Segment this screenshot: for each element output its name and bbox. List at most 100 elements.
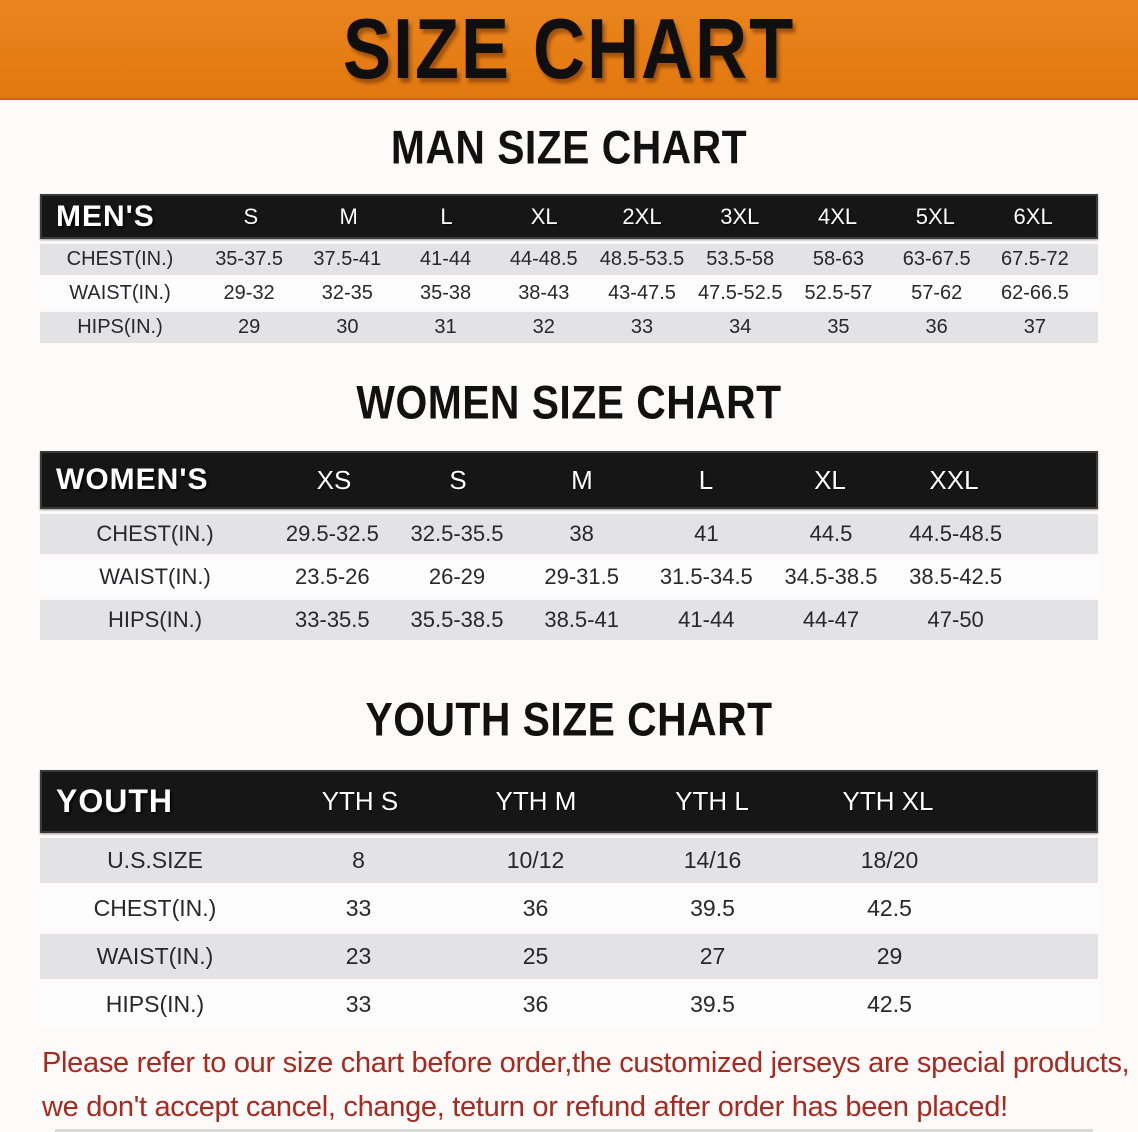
size-value-cell: 23 [345, 943, 372, 969]
size-value-cell: 25 [522, 943, 549, 969]
disclaimer-note: Please refer to our size chart before or… [0, 1041, 1138, 1129]
table-row: WAIST(IN.) 23 25 27 29 [40, 934, 1098, 979]
size-value-cell: 33-35.5 [295, 607, 370, 632]
size-value-cell: 33 [345, 991, 372, 1017]
size-column-header: 4XL [817, 203, 858, 229]
row-label: CHEST(IN.) [66, 248, 174, 270]
size-value-cell: 29 [237, 316, 261, 338]
table-header-row: WOMEN'S XS S M L XL XXL [40, 451, 1098, 509]
women-size-section: WOMEN SIZE CHART WOMEN'S XS S M L XL XXL CHEST(… [0, 376, 1138, 640]
size-value-cell: 38-43 [518, 282, 570, 304]
size-value-cell: 53.5-58 [706, 248, 775, 270]
row-label: HIPS(IN.) [107, 607, 203, 632]
size-value-cell: 38.5-41 [544, 607, 619, 632]
size-value-cell: 52.5-57 [804, 282, 873, 304]
size-value-cell: 29-31.5 [544, 564, 619, 589]
size-value-cell: 34 [729, 316, 752, 338]
men-section-heading: MAN SIZE CHART [390, 121, 748, 175]
youth-section-heading: YOUTH SIZE CHART [365, 693, 773, 747]
table-row: HIPS(IN.) 29 30 31 32 33 34 35 36 37 [40, 312, 1098, 343]
size-value-cell: 39.5 [690, 895, 735, 921]
size-column-header: L [440, 203, 453, 229]
table-row: WAIST(IN.) 23.5-26 26-29 29-31.5 31.5-34.5 34… [40, 557, 1098, 597]
size-value-cell: 48.5-53.5 [599, 248, 685, 270]
size-column-header: 5XL [915, 203, 955, 229]
size-chart-banner: SIZE CHART [0, 0, 1138, 100]
size-column-header: YTH XL [842, 786, 934, 816]
size-column-header: XXL [929, 464, 979, 495]
banner-title: SIZE CHART [342, 1, 796, 97]
size-value-cell: 63-67.5 [902, 248, 971, 270]
size-value-cell: 44.5 [809, 521, 853, 546]
table-row: WAIST(IN.) 29-32 32-35 35-38 38-43 43-47.5 47.… [40, 278, 1098, 309]
size-value-cell: 47.5-52.5 [697, 282, 783, 304]
size-column-header: M [571, 464, 593, 495]
men-size-section: MAN SIZE CHART MEN'S S M L XL 2XL 3XL 4XL 5XL 6XL… [0, 121, 1138, 343]
size-value-cell: 35-38 [419, 282, 472, 304]
size-value-cell: 37.5-41 [313, 248, 382, 270]
row-label: CHEST(IN.) [93, 895, 217, 921]
size-value-cell: 58-63 [812, 248, 865, 270]
size-value-cell: 36 [522, 895, 549, 921]
size-value-cell: 32-35 [321, 282, 373, 304]
size-value-cell: 43-47.5 [608, 282, 676, 304]
size-column-header: 3XL [720, 203, 760, 229]
table-row: HIPS(IN.) 33-35.5 35.5-38.5 38.5-41 41-44 44-… [40, 600, 1098, 640]
youth-size-section: YOUTH SIZE CHART YOUTH YTH S YTH M YTH L YTH… [0, 693, 1138, 1027]
size-value-cell: 34.5-38.5 [784, 564, 878, 589]
size-column-header: L [698, 464, 714, 495]
size-value-cell: 41 [694, 521, 719, 546]
table-row: CHEST(IN.) 29.5-32.5 32.5-35.5 38 41 44.5 44.5… [40, 514, 1098, 554]
size-value-cell: 39.5 [690, 991, 735, 1017]
table-title-cell: YOUTH [56, 783, 173, 819]
size-value-cell: 37 [1023, 316, 1046, 338]
size-column-header: 2XL [622, 203, 662, 229]
size-value-cell: 36 [925, 316, 948, 338]
table-row: CHEST(IN.) 33 36 39.5 42.5 [40, 886, 1098, 931]
table-title-cell: WOMEN'S [56, 463, 209, 496]
size-column-header: XL [814, 464, 846, 495]
bottom-divider [55, 1129, 1093, 1132]
women-size-table: WOMEN'S XS S M L XL XXL CHEST(IN.) 29.5-32.5 32.5… [40, 451, 1098, 640]
size-value-cell: 29-32 [223, 282, 275, 304]
size-column-header: YTH L [675, 786, 749, 816]
size-value-cell: 31.5-34.5 [659, 564, 753, 589]
size-value-cell: 44.5-48.5 [909, 521, 1003, 546]
table-header-row: MEN'S S M L XL 2XL 3XL 4XL 5XL 6XL [40, 194, 1098, 239]
size-value-cell: 44-48.5 [509, 248, 578, 270]
size-column-header: S [243, 203, 259, 229]
size-column-header: S [449, 464, 467, 495]
row-label: CHEST(IN.) [96, 521, 214, 546]
size-value-cell: 42.5 [867, 991, 912, 1017]
size-value-cell: 41-44 [678, 607, 735, 632]
size-value-cell: 27 [699, 943, 726, 969]
size-value-cell: 44-47 [802, 607, 860, 632]
size-value-cell: 10/12 [506, 847, 565, 873]
size-column-header: 6XL [1013, 203, 1053, 229]
size-column-header: XL [530, 203, 558, 229]
size-column-header: M [339, 203, 358, 229]
men-size-table: MEN'S S M L XL 2XL 3XL 4XL 5XL 6XL CHEST(IN.) 35-37… [40, 194, 1098, 343]
disclaimer-line-2: we don't accept cancel, change, teturn o… [42, 1091, 1008, 1123]
table-row: CHEST(IN.) 35-37.5 37.5-41 41-44 44-48.5 48.5… [40, 244, 1098, 275]
table-row: U.S.SIZE 8 10/12 14/16 18/20 [40, 838, 1098, 883]
size-value-cell: 32 [532, 316, 555, 338]
size-value-cell: 57-62 [911, 282, 963, 304]
size-value-cell: 29.5-32.5 [285, 521, 379, 546]
size-value-cell: 14/16 [683, 847, 742, 873]
size-value-cell: 62-66.5 [1000, 282, 1069, 304]
disclaimer-line-1: Please refer to our size chart before or… [42, 1047, 1130, 1079]
size-value-cell: 38 [569, 521, 594, 546]
size-value-cell: 67.5-72 [1000, 248, 1069, 270]
size-value-cell: 42.5 [867, 895, 912, 921]
size-value-cell: 35-37.5 [215, 248, 284, 270]
row-label: U.S.SIZE [107, 847, 203, 873]
youth-size-table: YOUTH YTH S YTH M YTH L YTH XL U.S.SIZE 8 10/12… [40, 770, 1098, 1027]
row-label: WAIST(IN.) [99, 564, 211, 589]
women-section-heading: WOMEN SIZE CHART [356, 376, 782, 430]
size-value-cell: 32.5-35.5 [410, 521, 504, 546]
table-title-cell: MEN'S [56, 199, 155, 233]
table-header-row: YOUTH YTH S YTH M YTH L YTH XL [40, 770, 1098, 833]
size-value-cell: 41-44 [419, 248, 472, 270]
table-row: HIPS(IN.) 33 36 39.5 42.5 [40, 982, 1098, 1027]
